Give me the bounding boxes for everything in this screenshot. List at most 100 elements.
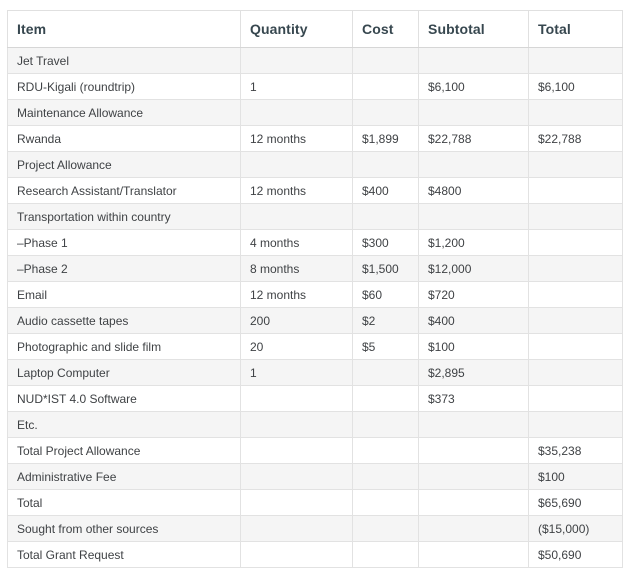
cell-total xyxy=(528,99,623,126)
cell-total xyxy=(528,307,623,334)
cell-item: Maintenance Allowance xyxy=(7,99,241,126)
cell-subtotal: $1,200 xyxy=(418,229,529,256)
cell-quantity: 4 months xyxy=(240,229,353,256)
table-row: Administrative Fee $100 xyxy=(7,463,623,490)
table-row: NUD*IST 4.0 Software $373 xyxy=(7,385,623,412)
budget-table: Item Quantity Cost Subtotal Total Jet Travel… xyxy=(7,10,623,568)
table-row: Audio cassette tapes 200 $2 $400 xyxy=(7,307,623,334)
cell-cost: $1,899 xyxy=(352,125,419,152)
table-row: RDU-Kigali (roundtrip) 1 $6,100 $6,100 xyxy=(7,73,623,100)
table-row: Total $65,690 xyxy=(7,489,623,516)
cell-subtotal: $2,895 xyxy=(418,359,529,386)
table-row: Laptop Computer 1 $2,895 xyxy=(7,359,623,386)
cell-subtotal xyxy=(418,47,529,74)
cell-subtotal xyxy=(418,463,529,490)
cell-quantity xyxy=(240,541,353,568)
cell-quantity: 12 months xyxy=(240,281,353,308)
cell-quantity: 200 xyxy=(240,307,353,334)
cell-quantity xyxy=(240,437,353,464)
cell-subtotal xyxy=(418,203,529,230)
cell-quantity: 1 xyxy=(240,73,353,100)
cell-item: Rwanda xyxy=(7,125,241,152)
table-row: Total Project Allowance $35,238 xyxy=(7,437,623,464)
cell-item: Jet Travel xyxy=(7,47,241,74)
cell-cost xyxy=(352,437,419,464)
cell-subtotal xyxy=(418,99,529,126)
cell-cost xyxy=(352,359,419,386)
column-header-cost: Cost xyxy=(352,10,419,48)
table-body: Jet Travel RDU-Kigali (roundtrip) 1 $6,100 $… xyxy=(7,47,623,568)
cell-item: Total Grant Request xyxy=(7,541,241,568)
table-row: Research Assistant/Translator 12 months $4… xyxy=(7,177,623,204)
cell-subtotal xyxy=(418,489,529,516)
cell-quantity xyxy=(240,411,353,438)
cell-item: Total xyxy=(7,489,241,516)
cell-total: $35,238 xyxy=(528,437,623,464)
cell-item: Transportation within country xyxy=(7,203,241,230)
table-row: Rwanda 12 months $1,899 $22,788 $22,788 xyxy=(7,125,623,152)
table-row: Total Grant Request $50,690 xyxy=(7,541,623,568)
cell-subtotal xyxy=(418,541,529,568)
cell-item: –Phase 2 xyxy=(7,255,241,282)
cell-subtotal: $100 xyxy=(418,333,529,360)
budget-table-container: Item Quantity Cost Subtotal Total Jet Travel… xyxy=(7,10,623,568)
cell-total xyxy=(528,333,623,360)
cell-cost: $5 xyxy=(352,333,419,360)
table-row: Photographic and slide film 20 $5 $100 xyxy=(7,333,623,360)
cell-cost xyxy=(352,541,419,568)
cell-total xyxy=(528,411,623,438)
cell-quantity: 20 xyxy=(240,333,353,360)
table-row: Sought from other sources ($15,000) xyxy=(7,515,623,542)
cell-subtotal xyxy=(418,515,529,542)
cell-item: RDU-Kigali (roundtrip) xyxy=(7,73,241,100)
table-row: Email 12 months $60 $720 xyxy=(7,281,623,308)
cell-quantity: 12 months xyxy=(240,177,353,204)
cell-item: –Phase 1 xyxy=(7,229,241,256)
cell-total xyxy=(528,203,623,230)
cell-quantity: 8 months xyxy=(240,255,353,282)
cell-subtotal: $373 xyxy=(418,385,529,412)
cell-total: $50,690 xyxy=(528,541,623,568)
cell-quantity: 1 xyxy=(240,359,353,386)
cell-item: Project Allowance xyxy=(7,151,241,178)
table-row: Jet Travel xyxy=(7,47,623,74)
cell-subtotal: $720 xyxy=(418,281,529,308)
cell-cost: $400 xyxy=(352,177,419,204)
cell-subtotal: $4800 xyxy=(418,177,529,204)
cell-quantity xyxy=(240,203,353,230)
column-header-subtotal: Subtotal xyxy=(418,10,529,48)
cell-total: $22,788 xyxy=(528,125,623,152)
cell-quantity xyxy=(240,463,353,490)
cell-subtotal: $12,000 xyxy=(418,255,529,282)
cell-total: $100 xyxy=(528,463,623,490)
header-row: Item Quantity Cost Subtotal Total xyxy=(7,10,623,48)
cell-subtotal xyxy=(418,437,529,464)
cell-cost xyxy=(352,515,419,542)
cell-subtotal: $400 xyxy=(418,307,529,334)
cell-subtotal: $22,788 xyxy=(418,125,529,152)
cell-total xyxy=(528,229,623,256)
cell-cost xyxy=(352,489,419,516)
cell-item: Total Project Allowance xyxy=(7,437,241,464)
cell-cost xyxy=(352,99,419,126)
cell-cost xyxy=(352,411,419,438)
cell-quantity xyxy=(240,385,353,412)
table-row: Project Allowance xyxy=(7,151,623,178)
cell-item: Audio cassette tapes xyxy=(7,307,241,334)
cell-item: Sought from other sources xyxy=(7,515,241,542)
cell-item: Photographic and slide film xyxy=(7,333,241,360)
cell-total xyxy=(528,177,623,204)
cell-total xyxy=(528,255,623,282)
cell-subtotal: $6,100 xyxy=(418,73,529,100)
cell-cost: $1,500 xyxy=(352,255,419,282)
cell-item: Research Assistant/Translator xyxy=(7,177,241,204)
cell-total: ($15,000) xyxy=(528,515,623,542)
table-row: Transportation within country xyxy=(7,203,623,230)
cell-total: $65,690 xyxy=(528,489,623,516)
cell-cost xyxy=(352,47,419,74)
table-row: Maintenance Allowance xyxy=(7,99,623,126)
table-row: Etc. xyxy=(7,411,623,438)
cell-quantity xyxy=(240,47,353,74)
